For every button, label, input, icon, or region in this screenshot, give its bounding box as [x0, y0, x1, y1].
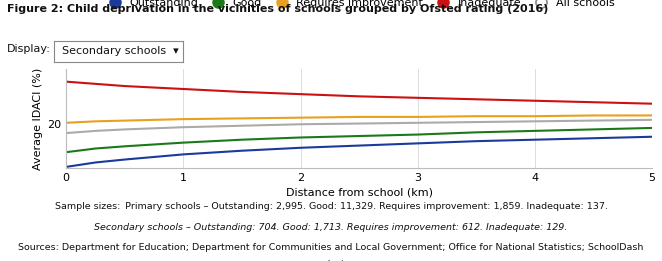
Text: Secondary schools – Outstanding: 704. Good: 1,713. Requires improvement: 612. In: Secondary schools – Outstanding: 704. Go…: [95, 223, 567, 232]
Text: analysis.: analysis.: [310, 260, 352, 261]
Text: Sample sizes: Primary schools – Outstanding: 2,995. Good: 11,329. Requires impro: Sample sizes: Primary schools – Outstand…: [0, 260, 1, 261]
Y-axis label: Average IDACI (%): Average IDACI (%): [33, 68, 43, 170]
Text: Secondary schools  ▾: Secondary schools ▾: [62, 46, 179, 56]
Text: Display:: Display:: [7, 44, 50, 54]
Text: Figure 2: Child deprivation in the vicinities of schools grouped by Ofsted ratin: Figure 2: Child deprivation in the vicin…: [7, 4, 548, 14]
Text: Sources: Department for Education; Department for Communities and Local Governme: Sources: Department for Education; Depar…: [19, 243, 643, 252]
Text: Sample sizes:  Primary schools – Outstanding: 2,995. Good: 11,329. Requires impr: Sample sizes: Primary schools – Outstand…: [54, 202, 608, 211]
X-axis label: Distance from school (km): Distance from school (km): [285, 187, 433, 197]
Legend: Outstanding, Good, Requires improvement, Inadequate, All schools: Outstanding, Good, Requires improvement,…: [99, 0, 619, 12]
